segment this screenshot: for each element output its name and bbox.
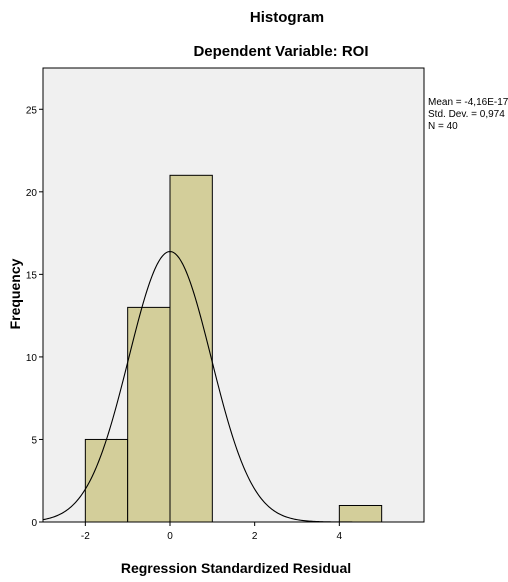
x-tick-label: 0 bbox=[167, 531, 173, 542]
x-tick-label: 4 bbox=[337, 531, 343, 542]
histogram-bar bbox=[84, 438, 129, 523]
axes: 0 5 10 15 20 25 -2 0 2 4 bbox=[26, 105, 343, 542]
y-tick-label: 15 bbox=[26, 270, 38, 281]
stats-box: Mean = -4,16E-17 Std. Dev. = 0,974 N = 4… bbox=[428, 97, 508, 132]
y-tick-label: 20 bbox=[26, 188, 38, 199]
normal-curve bbox=[42, 250, 424, 523]
x-tick-label: -2 bbox=[81, 531, 90, 542]
y-tick-label: 10 bbox=[26, 353, 38, 364]
chart-subtitle: Dependent Variable: ROI bbox=[193, 43, 368, 60]
x-tick-label: 2 bbox=[252, 531, 258, 542]
y-axis-label: Frequency bbox=[7, 258, 23, 329]
x-axis-label: Regression Standardized Residual bbox=[121, 560, 351, 576]
chart-title: Histogram bbox=[250, 9, 324, 26]
histogram-bar bbox=[127, 306, 171, 523]
y-tick-label: 0 bbox=[31, 518, 37, 529]
histogram-bar bbox=[169, 174, 213, 523]
y-tick-label: 25 bbox=[26, 105, 38, 116]
histogram-bars bbox=[84, 174, 383, 523]
stat-n: N = 40 bbox=[428, 121, 458, 132]
stat-std-dev: Std. Dev. = 0,974 bbox=[428, 109, 505, 120]
histogram-bar bbox=[338, 504, 383, 523]
y-tick-label: 5 bbox=[31, 435, 37, 446]
stat-mean: Mean = -4,16E-17 bbox=[428, 97, 508, 108]
